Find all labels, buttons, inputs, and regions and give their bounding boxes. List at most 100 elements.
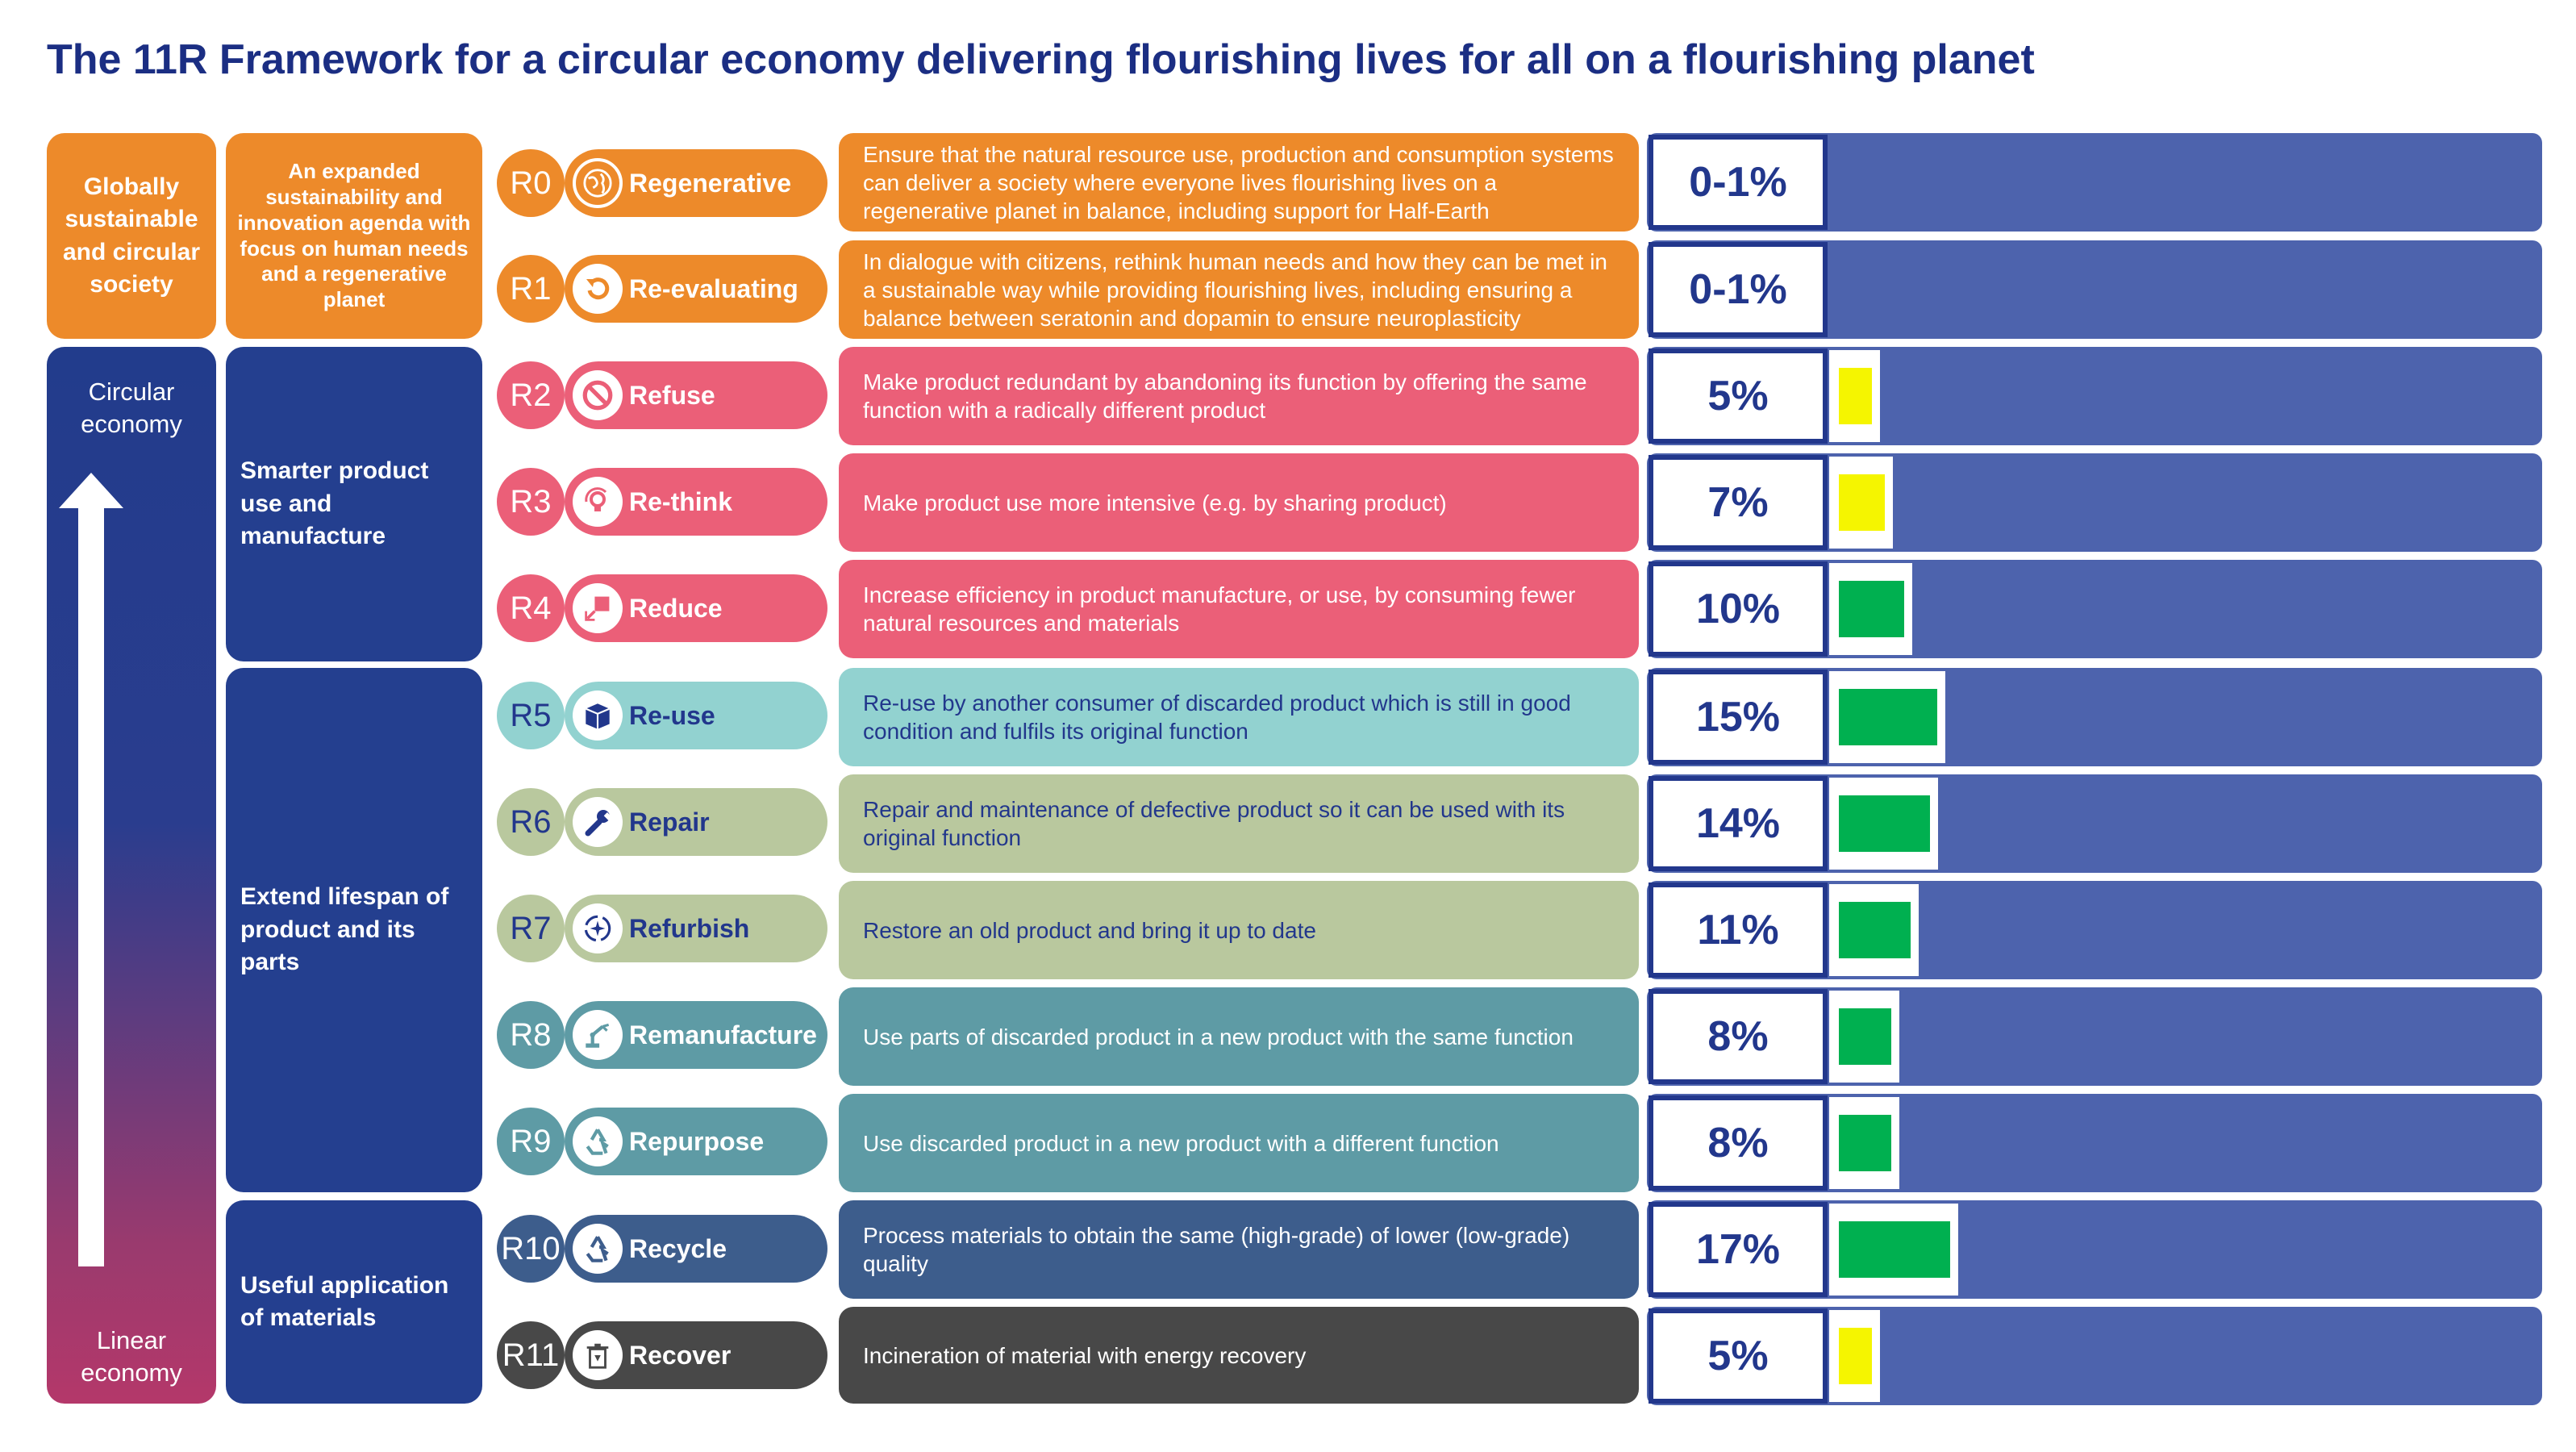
page-title: The 11R Framework for a circular economy…	[47, 36, 2035, 83]
circular-linear-arrow-panel: Circular economy Linear economy	[47, 347, 216, 1404]
r-code-badge: R3	[497, 468, 565, 536]
share-percentage: 17%	[1649, 1202, 1828, 1297]
r-strategy-name: Reduce	[629, 593, 723, 623]
share-percentage: 0-1%	[1649, 135, 1828, 230]
r-description-text: Use parts of discarded product in a new …	[863, 1024, 1574, 1049]
share-bar	[1839, 795, 1930, 852]
r-description-text: Increase efficiency in product manufactu…	[863, 582, 1576, 636]
group-extend-lifespan-label: Extend lifespan of product and its parts	[240, 883, 449, 976]
up-arrow-shaft-icon	[78, 502, 104, 1266]
r-strategy-name: Repair	[629, 807, 710, 837]
share-bar-track	[1829, 1097, 1899, 1189]
r-description: Process materials to obtain the same (hi…	[839, 1200, 1639, 1299]
share-percentage: 10%	[1649, 561, 1828, 657]
r-description-text: Re-use by another consumer of discarded …	[863, 691, 1571, 744]
share-bar	[1839, 368, 1872, 424]
share-percentage: 5%	[1649, 348, 1828, 444]
box-icon	[573, 691, 623, 741]
share-bar-track	[1829, 1204, 1958, 1296]
r-strategy-name: Remanufacture	[629, 1020, 817, 1049]
r-strategy-pill: Regenerative	[565, 149, 827, 217]
share-percentage: 0-1%	[1649, 242, 1828, 337]
share-bar	[1839, 1328, 1872, 1384]
r-description-text: Use discarded product in a new product w…	[863, 1130, 1499, 1156]
r-description: Re-use by another consumer of discarded …	[839, 668, 1639, 766]
share-percentage: 8%	[1649, 989, 1828, 1084]
r-strategy-pill: Re-use	[565, 682, 827, 749]
r-description-text: Make product redundant by abandoning its…	[863, 369, 1587, 423]
r-strategy-pill: Refuse	[565, 361, 827, 429]
shrink-icon	[573, 583, 623, 633]
r-strategy-pill: Recover	[565, 1321, 827, 1389]
r-strategy-pill: Re-think	[565, 468, 827, 536]
share-percentage: 7%	[1649, 455, 1828, 550]
r-strategy-pill: Recycle	[565, 1215, 827, 1283]
r-description: Use discarded product in a new product w…	[839, 1094, 1639, 1192]
r-code-badge: R8	[497, 1001, 565, 1069]
r-description: Incineration of material with energy rec…	[839, 1307, 1639, 1404]
recycle-icon	[573, 1116, 623, 1166]
r-strategy-pill: Remanufacture	[565, 1001, 827, 1069]
r-strategy-name: Recycle	[629, 1233, 727, 1263]
wrench-icon	[573, 797, 623, 847]
r-strategy-pill: Reduce	[565, 574, 827, 642]
share-percentage: 8%	[1649, 1095, 1828, 1191]
r-description: Make product redundant by abandoning its…	[839, 347, 1639, 445]
r-description: Use parts of discarded product in a new …	[839, 987, 1639, 1086]
bin-icon	[573, 1330, 623, 1380]
r-strategy-pill: Re-evaluating	[565, 255, 827, 323]
r-description-text: Incineration of material with energy rec…	[863, 1342, 1307, 1368]
recycle-icon	[573, 1224, 623, 1274]
share-percentage: 5%	[1649, 1308, 1828, 1404]
group-useful-materials: Useful application of materials	[226, 1200, 482, 1404]
r-strategy-pill: Refurbish	[565, 895, 827, 962]
share-bar	[1839, 689, 1937, 745]
r-strategy-name: Re-evaluating	[629, 273, 798, 303]
r-strategy-name: Recover	[629, 1340, 732, 1370]
r-description: Make product use more intensive (e.g. by…	[839, 453, 1639, 552]
share-bar	[1839, 1115, 1891, 1171]
r-description-text: Restore an old product and bring it up t…	[863, 917, 1316, 943]
group-smarter-product-use-label: Smarter product use and manufacture	[240, 457, 429, 550]
r-description-text: Repair and maintenance of defective prod…	[863, 797, 1565, 850]
sparkle-refresh-icon	[573, 903, 623, 953]
r-description: In dialogue with citizens, rethink human…	[839, 240, 1639, 339]
share-bar-track	[1829, 671, 1945, 763]
r-code-badge: R7	[497, 895, 565, 962]
ban-icon	[573, 370, 623, 420]
share-bar-track	[1829, 350, 1880, 442]
rotate-icon	[573, 264, 623, 314]
r-description: Repair and maintenance of defective prod…	[839, 774, 1639, 873]
r-description: Ensure that the natural resource use, pr…	[839, 133, 1639, 232]
share-bar-track	[1829, 563, 1912, 655]
share-bar	[1839, 581, 1904, 637]
r-strategy-name: Repurpose	[629, 1126, 765, 1156]
r-code-badge: R5	[497, 682, 565, 749]
r-description-text: Process materials to obtain the same (hi…	[863, 1223, 1570, 1276]
linear-economy-label: Linear economy	[81, 1326, 182, 1387]
r-description-text: Ensure that the natural resource use, pr…	[863, 141, 1614, 223]
group-smarter-product-use: Smarter product use and manufacture	[226, 347, 482, 661]
group-expanded-agenda-label: An expanded sustainability and innovatio…	[237, 159, 471, 311]
share-percentage: 11%	[1649, 882, 1828, 978]
robot-arm-icon	[573, 1010, 623, 1060]
r-strategy-name: Re-use	[629, 700, 715, 730]
r-code-badge: R10	[497, 1215, 565, 1283]
r-strategy-name: Refuse	[629, 380, 715, 410]
globally-sustainable-label: Globally sustainable and circular societ…	[62, 173, 201, 298]
r-strategy-pill: Repair	[565, 788, 827, 856]
share-bar-track	[1829, 1310, 1880, 1402]
r-code-badge: R2	[497, 361, 565, 429]
r-strategy-name: Re-think	[629, 486, 732, 516]
share-bar-track	[1829, 778, 1938, 870]
share-bar	[1839, 902, 1911, 958]
r-description: Increase efficiency in product manufactu…	[839, 560, 1639, 658]
r-description-text: Make product use more intensive (e.g. by…	[863, 490, 1447, 515]
share-bar	[1839, 1221, 1950, 1278]
share-bar	[1839, 474, 1885, 531]
r-code-badge: R11	[497, 1321, 565, 1389]
share-bar-track	[1829, 457, 1893, 549]
group-expanded-agenda: An expanded sustainability and innovatio…	[226, 133, 482, 339]
globally-sustainable-box: Globally sustainable and circular societ…	[47, 133, 216, 339]
lightbulb-icon	[573, 477, 623, 527]
